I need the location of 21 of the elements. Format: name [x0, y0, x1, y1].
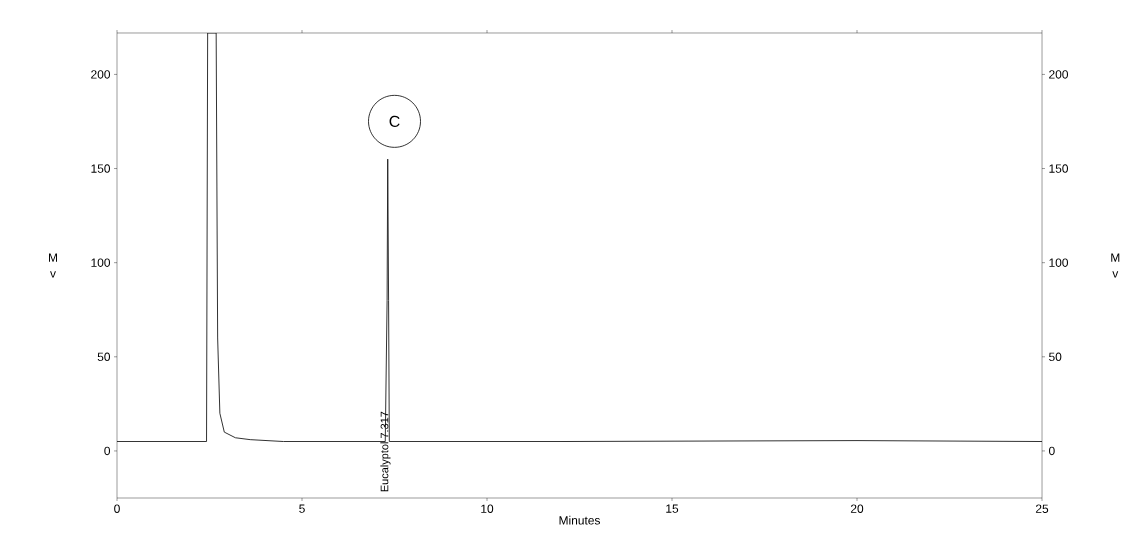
y2-axis-title: M v: [1111, 253, 1120, 278]
x-tick-label: 5: [299, 504, 305, 513]
y2-tick-label: 150: [1049, 164, 1069, 173]
y2-tick-label: 200: [1049, 70, 1069, 79]
annotation: C: [389, 115, 400, 127]
x-tick-label: 20: [850, 504, 864, 513]
x-tick-label: 0: [114, 504, 120, 513]
x-tick-label: 25: [1035, 504, 1049, 513]
y-tick-label: 0: [104, 446, 111, 456]
y-tick-label: 150: [91, 164, 111, 173]
y-axis-title: M v: [49, 253, 57, 278]
y2-tick-label: 100: [1049, 258, 1069, 267]
x-tick-label: 10: [481, 504, 494, 513]
y-tick-label: 100: [91, 258, 111, 267]
x-axis-title: Minutes: [559, 515, 600, 525]
annotation: Eucalyptol 7.317: [380, 411, 391, 492]
x-tick-label: 15: [666, 504, 679, 513]
y-tick-label: 50: [97, 352, 111, 362]
y2-tick-label: 50: [1049, 352, 1062, 362]
y2-tick-label: 0: [1049, 446, 1055, 456]
y-tick-label: 200: [91, 70, 111, 79]
